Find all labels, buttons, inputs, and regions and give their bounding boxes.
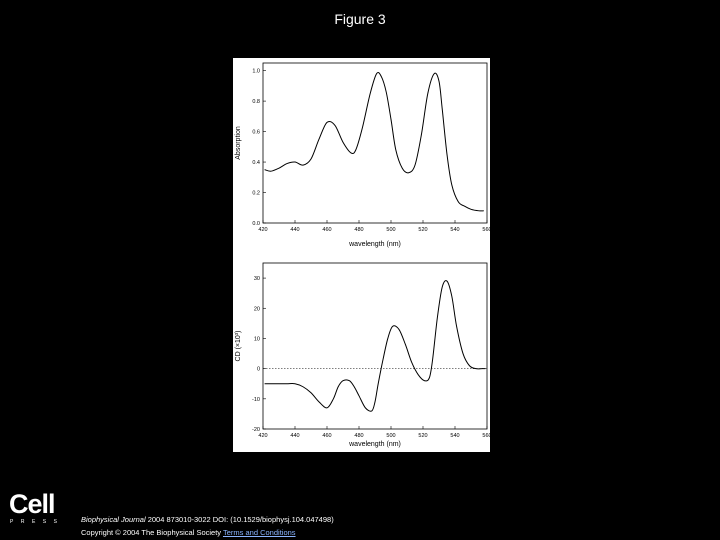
- cd-y-tick-label: 0: [257, 367, 260, 373]
- cd-series-line: [264, 280, 486, 412]
- cell-press-logo: Cell PRESS: [9, 490, 71, 530]
- absorption-x-tick-label: 480: [354, 227, 363, 233]
- cd-x-tick-label: 500: [386, 433, 395, 439]
- absorption-y-tick-label: 1.0: [252, 69, 260, 75]
- absorption-x-tick-label: 440: [290, 227, 299, 233]
- cd-x-tick-label: 460: [322, 433, 331, 439]
- absorption-x-tick-label: 520: [418, 227, 427, 233]
- logo-word: Cell: [9, 489, 56, 519]
- absorption-x-label: wavelength (nm): [348, 241, 401, 248]
- cd-y-label: CD (×10³): [235, 331, 242, 362]
- cd-y-tick-label: -10: [252, 397, 260, 403]
- figure-panel: 420 440 460 480 500 520 540 560 0.0 0.2 0.4 0.6 0.8…: [233, 58, 490, 452]
- slide-title: Figure 3: [334, 11, 386, 27]
- citation-journal: Biophysical Journal: [81, 515, 146, 524]
- cd-x-tick-label: 540: [450, 433, 459, 439]
- cd-y-tick-label: 10: [254, 336, 260, 342]
- cd-y-tick-label: 20: [254, 306, 260, 312]
- absorption-x-tick-label: 500: [386, 227, 395, 233]
- absorption-series-line: [264, 72, 484, 212]
- absorption-x-tick-label: 420: [258, 227, 267, 233]
- cd-x-tick-label: 440: [290, 433, 299, 439]
- absorption-x-tick-label: 540: [450, 227, 459, 233]
- copyright-line: Copyright © 2004 The Biophysical Society…: [81, 526, 334, 539]
- absorption-y-ticks: 0.0 0.2 0.4 0.6 0.8 1.0: [252, 69, 266, 227]
- copyright-text: Copyright © 2004 The Biophysical Society: [81, 528, 223, 537]
- figure-svg: 420 440 460 480 500 520 540 560 0.0 0.2 0.4 0.6 0.8…: [235, 62, 490, 448]
- terms-link[interactable]: Terms and Conditions: [223, 528, 296, 537]
- absorption-x-tick-label: 560: [482, 227, 490, 233]
- citation-details: 2004 873010-3022 DOI: (10.1529/biophysj.…: [145, 515, 334, 524]
- absorption-y-tick-label: 0.8: [252, 99, 260, 105]
- absorption-chart: 420 440 460 480 500 520 540 560 0.0 0.2 0.4 0.6 0.8…: [235, 62, 490, 248]
- cd-chart: 420 440 460 480 500 520 540 560 -20 -10 0 10 20 30 w…: [235, 262, 490, 448]
- cd-plot-frame: [262, 262, 488, 430]
- cd-x-tick-label: 480: [354, 433, 363, 439]
- cd-y-ticks: -20 -10 0 10 20 30: [252, 276, 266, 433]
- absorption-y-tick-label: 0.4: [252, 160, 260, 166]
- citation-block: Biophysical Journal 2004 873010-3022 DOI…: [81, 513, 334, 539]
- absorption-y-label: Absorption: [235, 126, 242, 160]
- citation-line: Biophysical Journal 2004 873010-3022 DOI…: [81, 513, 334, 526]
- logo-sub: PRESS: [10, 519, 65, 525]
- cd-x-tick-label: 420: [258, 433, 267, 439]
- cd-x-ticks: 420 440 460 480 500 520 540 560: [258, 426, 490, 439]
- absorption-x-tick-label: 460: [322, 227, 331, 233]
- absorption-y-tick-label: 0.6: [252, 130, 260, 136]
- absorption-y-tick-label: 0.0: [252, 221, 260, 227]
- cd-x-label: wavelength (nm): [348, 441, 401, 448]
- cd-y-tick-label: -20: [252, 427, 260, 433]
- cd-x-tick-label: 520: [418, 433, 427, 439]
- cd-y-tick-label: 30: [254, 276, 260, 282]
- cd-x-tick-label: 560: [482, 433, 490, 439]
- absorption-y-tick-label: 0.2: [252, 191, 260, 197]
- absorption-plot-frame: [262, 62, 488, 224]
- absorption-x-ticks: 420 440 460 480 500 520 540 560: [258, 220, 490, 233]
